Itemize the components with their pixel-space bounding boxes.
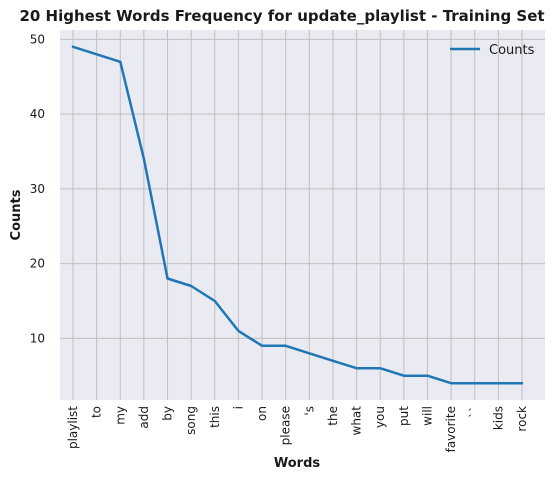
chart-title: 20 Highest Words Frequency for update_pl… (19, 7, 544, 25)
y-axis-label: Counts (9, 189, 24, 240)
tick-layer: playlist to my add by song this i on please's the w… (30, 32, 529, 452)
x-tick-label: favorite (444, 406, 458, 452)
legend-label: Counts (489, 43, 535, 58)
x-tick-label: please (279, 406, 293, 445)
grid-layer (60, 30, 545, 400)
x-tick-label: `` (468, 406, 482, 418)
data-point (261, 345, 263, 347)
data-point (213, 300, 216, 302)
x-tick-label: will (420, 406, 434, 426)
x-tick-label: the (326, 406, 340, 426)
x-tick-label: my (113, 406, 127, 425)
x-tick-label: you (373, 406, 387, 428)
y-tick-label: 40 (30, 107, 45, 121)
data-point (143, 158, 145, 160)
x-tick-label: to (90, 406, 104, 418)
y-tick-label: 30 (30, 182, 45, 196)
y-tick-label: 50 (30, 32, 45, 46)
data-point (426, 374, 429, 377)
x-tick-label: kids (491, 406, 505, 430)
x-axis-label: Words (274, 456, 321, 471)
y-tick-label: 20 (30, 257, 45, 271)
x-tick-label: 's (302, 406, 316, 416)
x-tick-label: rock (515, 406, 529, 432)
data-point (450, 382, 452, 384)
x-tick-label: playlist (66, 406, 80, 449)
data-point (521, 382, 523, 384)
data-point (119, 60, 122, 63)
data-point (95, 53, 98, 56)
series-layer (71, 45, 524, 385)
x-tick-label: add (137, 406, 151, 429)
data-point (237, 330, 240, 332)
y-tick-label: 10 (30, 331, 45, 345)
x-tick-label: i (231, 406, 245, 409)
data-point (355, 367, 358, 370)
x-tick-label: song (184, 406, 198, 435)
data-point (497, 382, 500, 384)
data-point (332, 359, 334, 362)
data-point (190, 285, 192, 287)
data-point (284, 345, 287, 347)
data-point (403, 374, 405, 377)
x-tick-label: on (255, 406, 269, 421)
x-tick-label: by (161, 406, 175, 421)
x-tick-label: what (350, 406, 364, 436)
data-point (166, 277, 169, 280)
data-point (473, 382, 476, 384)
legend: Counts (450, 43, 535, 58)
data-point (379, 367, 382, 370)
x-tick-label: put (397, 406, 411, 426)
data-point (72, 46, 74, 48)
data-point (308, 352, 311, 355)
x-tick-label: this (208, 406, 222, 428)
series-line-counts (71, 45, 524, 385)
plot-background (60, 30, 545, 400)
